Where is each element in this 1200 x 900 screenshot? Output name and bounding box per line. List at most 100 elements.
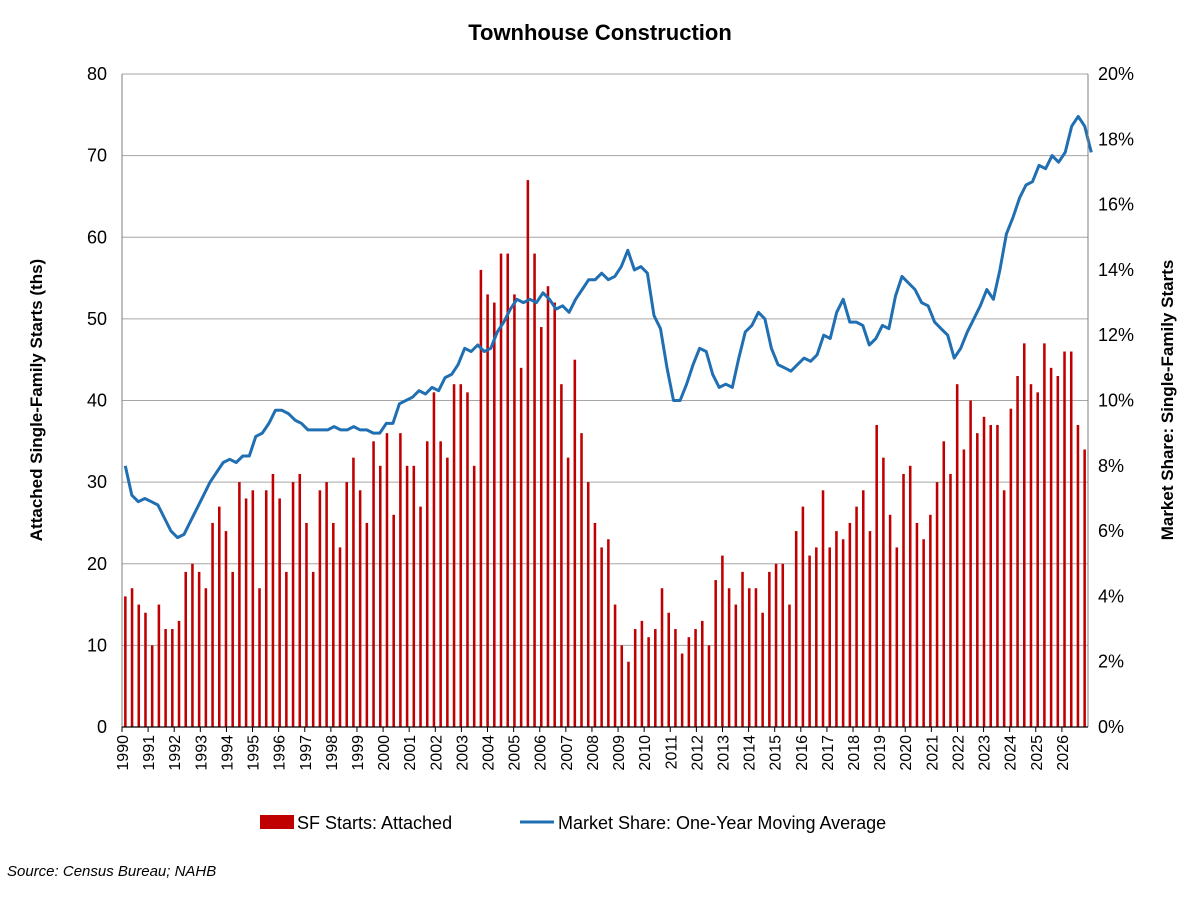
bar xyxy=(446,457,449,727)
bar xyxy=(150,645,154,727)
bar xyxy=(539,327,543,727)
bar xyxy=(902,473,905,727)
bar xyxy=(144,612,147,727)
bar xyxy=(358,490,362,727)
x-tick-label: 2018 xyxy=(846,735,863,771)
bar xyxy=(231,571,234,727)
bar xyxy=(405,465,409,727)
x-tick-label: 2001 xyxy=(402,735,419,771)
bar xyxy=(1022,343,1026,727)
bar xyxy=(620,645,624,727)
bar xyxy=(868,531,872,727)
x-tick-label: 1997 xyxy=(298,735,315,771)
bar xyxy=(191,563,194,727)
bar xyxy=(566,457,570,727)
y-tick-label: 70 xyxy=(87,146,107,166)
y-tick-label: 60 xyxy=(87,227,107,247)
legend-label-market-share: Market Share: One-Year Moving Average xyxy=(558,813,886,833)
bar xyxy=(546,286,550,727)
bar xyxy=(821,490,825,727)
bar xyxy=(432,392,436,727)
bar xyxy=(157,604,161,727)
y-tick-label: 50 xyxy=(87,309,107,329)
bar xyxy=(593,522,597,727)
x-tick-label: 2011 xyxy=(663,735,680,770)
y-axis-title: Attached Single-Family Starts (ths) xyxy=(27,259,46,541)
x-tick-label: 2017 xyxy=(820,735,837,771)
bar xyxy=(251,490,255,727)
y2-tick-label: 16% xyxy=(1098,195,1134,215)
bar xyxy=(372,441,375,727)
bar xyxy=(211,522,214,727)
bar xyxy=(305,522,308,727)
bar xyxy=(586,482,590,727)
x-tick-label: 2009 xyxy=(611,735,628,771)
bar xyxy=(513,294,516,727)
x-tick-label: 2023 xyxy=(977,735,994,771)
y2-tick-label: 2% xyxy=(1098,652,1124,672)
bar xyxy=(459,384,463,727)
bar xyxy=(439,441,442,727)
line-series-market-share xyxy=(123,114,1093,540)
bar xyxy=(399,433,402,727)
bar xyxy=(694,629,697,727)
bar xyxy=(808,555,811,727)
bar xyxy=(633,629,637,727)
bar xyxy=(835,531,838,727)
y2-axis-title: Market Share: Single-Family Starts xyxy=(1158,260,1177,541)
y-tick-label: 30 xyxy=(87,472,107,492)
bar xyxy=(989,424,993,727)
bar xyxy=(815,547,818,727)
x-tick-label: 1993 xyxy=(193,735,210,771)
y2-tick-label: 14% xyxy=(1098,260,1134,280)
x-tick-label: 2016 xyxy=(794,735,811,771)
bar xyxy=(674,629,677,727)
chart-title: Townhouse Construction xyxy=(468,20,732,45)
x-tick-label: 1994 xyxy=(219,735,236,771)
x-tick-label: 2003 xyxy=(454,735,471,771)
bar xyxy=(1063,351,1066,727)
bar xyxy=(721,555,724,727)
bar xyxy=(204,588,208,727)
bar xyxy=(412,465,416,727)
bar xyxy=(627,661,630,727)
bar xyxy=(224,531,228,727)
bar xyxy=(647,637,650,727)
bar xyxy=(278,498,281,727)
bar xyxy=(848,522,852,727)
bar xyxy=(976,433,979,727)
bar xyxy=(861,490,865,727)
bar xyxy=(318,490,322,727)
bar xyxy=(338,547,342,727)
bar xyxy=(982,416,986,727)
x-tick-label: 2013 xyxy=(716,735,733,771)
x-tick-label: 2020 xyxy=(898,735,915,771)
bar xyxy=(238,482,241,727)
bar xyxy=(217,506,221,727)
bar xyxy=(184,571,188,727)
bar xyxy=(378,465,382,727)
bar xyxy=(560,384,563,727)
x-tick-label: 2025 xyxy=(1029,735,1046,771)
bar xyxy=(506,253,510,727)
x-tick-label: 2000 xyxy=(376,735,393,771)
x-tick-label: 1998 xyxy=(324,735,341,771)
bar xyxy=(1029,384,1033,727)
bar xyxy=(1083,449,1086,727)
x-tick-label: 2026 xyxy=(1055,735,1072,771)
bar xyxy=(700,620,704,727)
bar xyxy=(486,294,489,727)
bar xyxy=(352,457,355,727)
bar xyxy=(271,473,275,727)
bar xyxy=(667,612,671,727)
market-share-line xyxy=(123,114,1093,540)
x-tick-label: 2008 xyxy=(585,735,602,771)
bar xyxy=(882,457,885,727)
bar xyxy=(1043,343,1046,727)
bar xyxy=(385,433,389,727)
bar xyxy=(922,539,925,727)
x-tick-label: 1999 xyxy=(350,735,367,771)
legend: SF Starts: Attached Market Share: One-Ye… xyxy=(260,813,886,833)
bar xyxy=(311,571,315,727)
